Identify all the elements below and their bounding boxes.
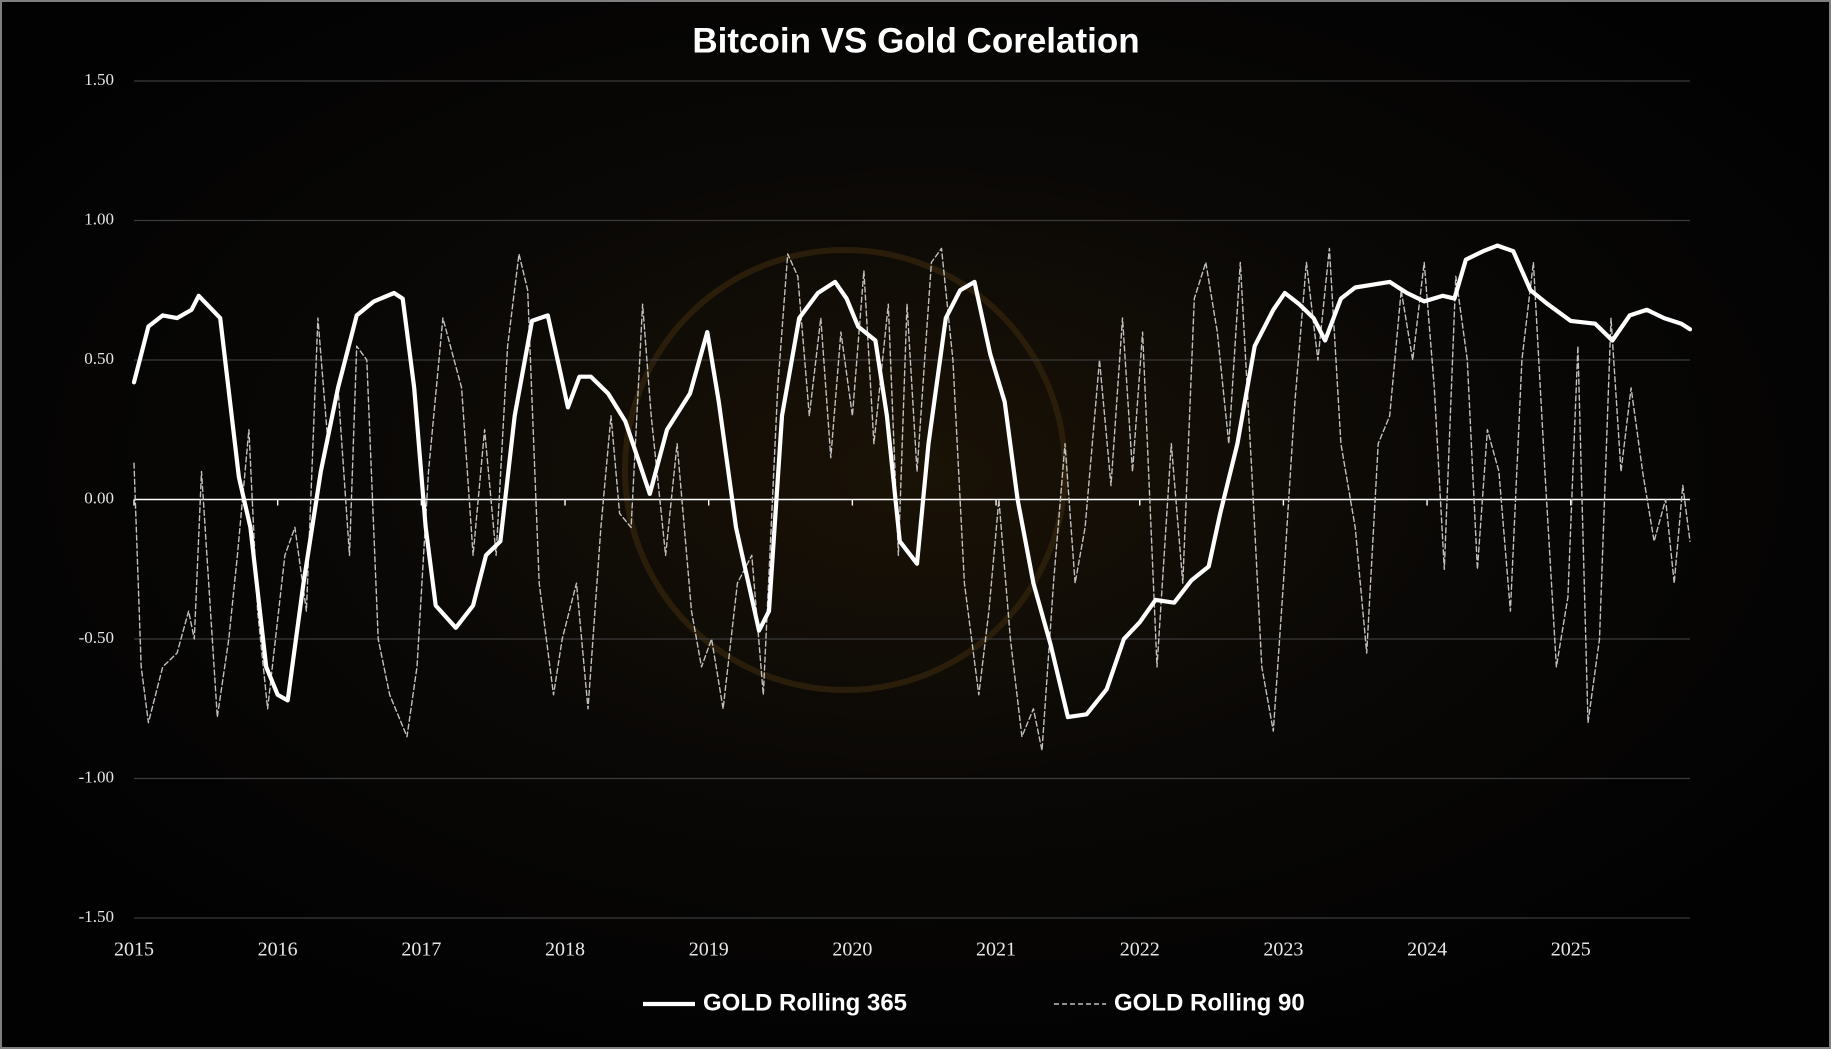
x-tick-label: 2019 bbox=[689, 939, 729, 961]
y-tick-label: -1.50 bbox=[79, 907, 114, 926]
y-tick-label: 1.50 bbox=[84, 70, 114, 89]
line-series bbox=[131, 243, 1693, 720]
x-tick-label: 2016 bbox=[258, 939, 298, 961]
y-tick-label: -1.00 bbox=[79, 767, 114, 786]
y-tick-label: 1.00 bbox=[84, 209, 114, 228]
x-tick-label: 2022 bbox=[1120, 939, 1160, 961]
y-tick-label: 0.00 bbox=[84, 488, 114, 507]
x-tick-label: 2021 bbox=[976, 939, 1016, 961]
x-tick-label: 2024 bbox=[1407, 939, 1447, 961]
y-tick-label: -0.50 bbox=[79, 628, 114, 647]
legend-label: GOLD Rolling 365 bbox=[703, 989, 907, 1016]
x-tick-label: 2023 bbox=[1263, 939, 1303, 961]
legend-label: GOLD Rolling 90 bbox=[1114, 989, 1305, 1016]
x-tick-label: 2018 bbox=[545, 939, 585, 961]
x-tick-label: 2017 bbox=[401, 939, 441, 961]
x-tick-label: 2015 bbox=[114, 939, 154, 961]
line-series bbox=[133, 247, 1691, 752]
x-tick-label: 2025 bbox=[1551, 939, 1591, 961]
x-tick-label: 2020 bbox=[832, 939, 872, 961]
y-tick-label: 0.50 bbox=[84, 349, 114, 368]
chart-title: Bitcoin VS Gold Corelation bbox=[692, 21, 1139, 60]
background-decoration bbox=[622, 247, 1068, 693]
